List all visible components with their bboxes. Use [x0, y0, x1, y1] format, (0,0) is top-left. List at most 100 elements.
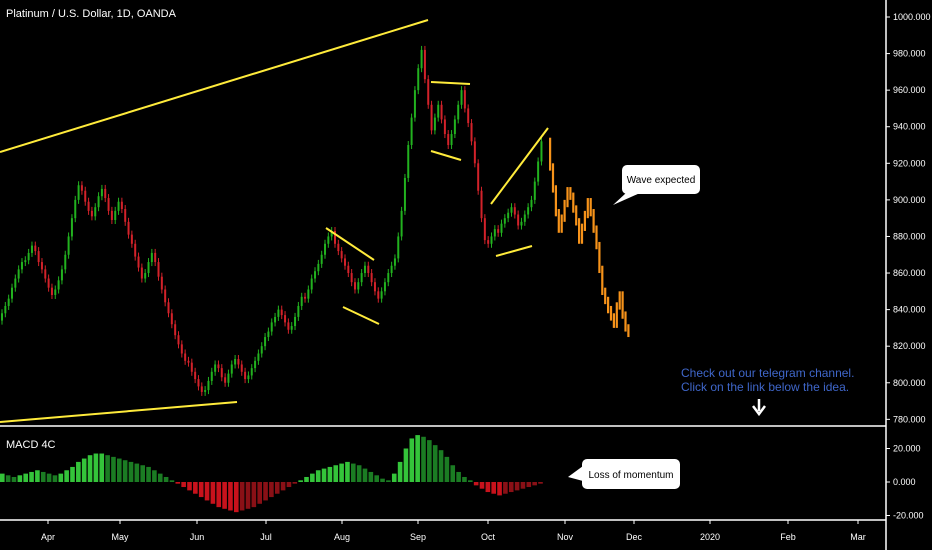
candle-body [280, 309, 283, 316]
candle-body [460, 90, 463, 105]
loss-of-momentum-callout-box [582, 459, 680, 489]
candle-body [177, 335, 180, 345]
time-axis-label: Sep [410, 532, 426, 542]
candle-body [57, 280, 60, 290]
candle-body [257, 353, 260, 361]
macd-histogram-bar [111, 456, 116, 482]
price-axis-label: 840.000 [893, 305, 926, 315]
wave-expected-callout: Wave expected [613, 165, 700, 205]
candle-body [437, 104, 440, 118]
macd-histogram-bar [157, 473, 163, 482]
price-axis-label: 980.000 [893, 49, 926, 59]
loss-of-momentum-callout-pointer [568, 466, 583, 481]
macd-histogram-bar [23, 473, 28, 482]
candle-body [117, 201, 120, 211]
projected-wave-bar [557, 209, 560, 233]
macd-histogram-bar [444, 456, 450, 482]
candle-body [370, 273, 373, 283]
time-axis-label: Oct [481, 532, 496, 542]
candle-body [453, 119, 456, 135]
candle-body [350, 273, 353, 283]
candle-body [167, 302, 170, 314]
candle-body [450, 134, 453, 146]
projected-wave-bar [578, 218, 581, 244]
candle-body [34, 245, 37, 252]
candle-body [393, 258, 396, 266]
candle-body [274, 316, 277, 323]
macd-histogram-bar [228, 482, 233, 511]
projected-wave-bar [592, 209, 595, 233]
candle-body [20, 262, 23, 270]
macd-histogram-bar [520, 482, 526, 489]
trendline [0, 19, 429, 153]
candle-body [503, 218, 506, 224]
macd-histogram-bar [198, 482, 204, 498]
macd-histogram-bar [81, 458, 87, 482]
projected-wave-bar [607, 296, 610, 314]
price-axis-label: 900.000 [893, 195, 926, 205]
candle-body [17, 269, 20, 279]
candle-body [447, 134, 450, 146]
candle-body [267, 331, 270, 338]
candle-body [363, 265, 366, 274]
macd-histogram-bar [187, 482, 192, 491]
candle-body [377, 291, 380, 299]
macd-histogram-bar [286, 482, 292, 488]
annotations-layer [0, 19, 549, 423]
candle-body [250, 368, 253, 376]
candle-body [413, 90, 416, 118]
candle-body [220, 368, 223, 378]
candle-body [144, 273, 147, 279]
candle-body [30, 245, 33, 253]
macd-histogram-bar [46, 473, 52, 482]
candle-body [90, 210, 93, 217]
macd-histogram-bar [58, 473, 64, 482]
candle-body [44, 269, 47, 279]
candle-body [74, 199, 77, 219]
macd-histogram-bar [356, 465, 362, 482]
time-axis-label: Feb [780, 532, 796, 542]
candle-body [527, 207, 530, 215]
macd-histogram-bar [345, 461, 350, 482]
candle-body [67, 236, 70, 255]
candle-body [277, 309, 280, 317]
macd-histogram-bar [274, 482, 280, 494]
macd-histogram-bar [526, 482, 532, 488]
macd-histogram-bar [327, 466, 333, 482]
wave-expected-text: Wave expected [627, 175, 696, 186]
macd-histogram-bar [362, 468, 368, 482]
projected-wave-bar [560, 214, 563, 233]
price-axis-label: 1000.000 [893, 12, 931, 22]
candle-body [154, 252, 157, 263]
macd-histogram-bar [122, 460, 128, 482]
candle-body [207, 380, 210, 391]
candle-body [137, 256, 140, 268]
candle-body [517, 214, 520, 226]
loss-of-momentum-callout: Loss of momentum [568, 459, 680, 489]
projected-wave-bar [601, 265, 604, 295]
candle-body [170, 313, 173, 325]
candle-body [100, 188, 103, 197]
candle-body [110, 210, 113, 220]
macd-histogram-bar [29, 471, 34, 482]
candle-body [307, 289, 310, 299]
candle-body [70, 218, 73, 237]
price-axis-label: 880.000 [893, 231, 926, 241]
price-axis-label: 780.000 [893, 414, 926, 424]
macd-histogram-bar [298, 480, 303, 482]
projected-wave-bar [609, 305, 613, 321]
macd-histogram-bar [105, 455, 110, 482]
macd-histogram-bar [450, 465, 456, 482]
macd-histogram-bar [193, 482, 198, 494]
macd-histogram-bar [292, 482, 298, 484]
candle-body [537, 161, 540, 182]
projected-wave-bar [580, 223, 584, 244]
price-axis-label: 960.000 [893, 85, 926, 95]
macd-indicator-label: MACD 4C [6, 439, 56, 451]
candle-body [387, 273, 390, 283]
candle-body [230, 364, 233, 374]
chart-title: Platinum / U.S. Dollar, 1D, OANDA [6, 8, 177, 20]
candle-body [244, 371, 247, 380]
macd-histogram-bar [438, 450, 444, 482]
